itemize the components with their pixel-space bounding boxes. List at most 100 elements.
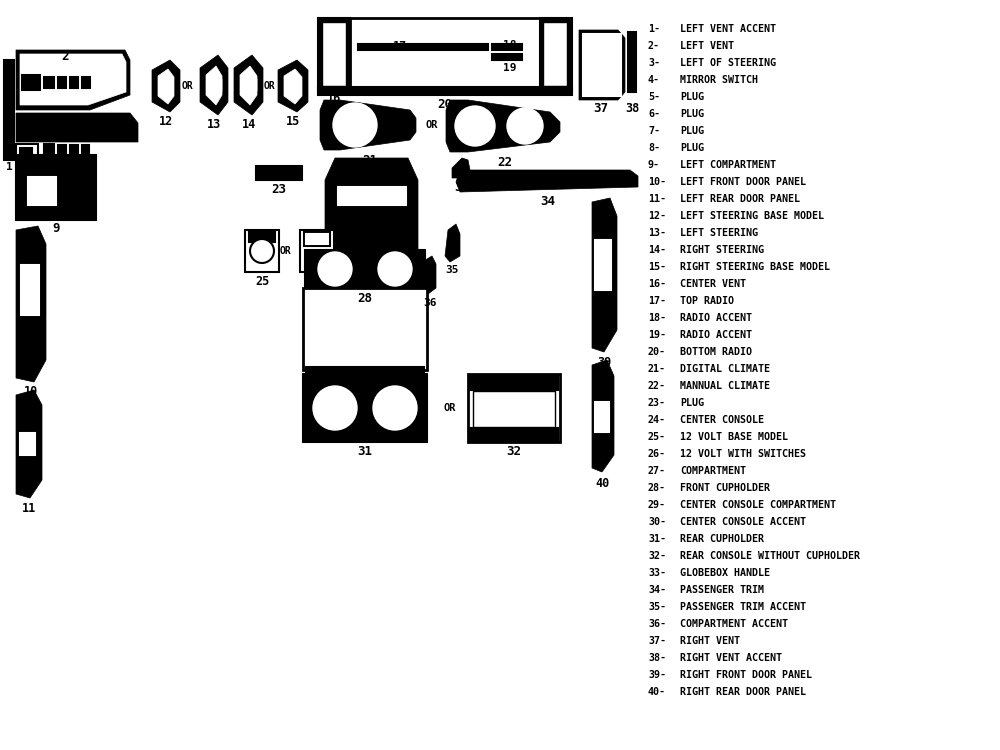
- Text: 25: 25: [255, 275, 269, 288]
- Text: 1-: 1-: [648, 24, 660, 34]
- Bar: [540, 18, 572, 90]
- Polygon shape: [152, 60, 180, 112]
- Text: CENTER CONSOLE COMPARTMENT: CENTER CONSOLE COMPARTMENT: [680, 500, 836, 510]
- Text: 6-: 6-: [648, 109, 660, 119]
- Polygon shape: [16, 390, 42, 498]
- Text: 36: 36: [423, 298, 437, 308]
- Bar: [338, 187, 406, 205]
- Text: 30-: 30-: [648, 517, 666, 527]
- Text: 13-: 13-: [648, 228, 666, 238]
- Text: 18-: 18-: [648, 313, 666, 323]
- Bar: [300, 230, 334, 272]
- Text: 12: 12: [159, 115, 173, 128]
- Text: COMPARTMENT ACCENT: COMPARTMENT ACCENT: [680, 619, 788, 629]
- Text: MANNUAL CLIMATE: MANNUAL CLIMATE: [680, 381, 770, 391]
- Text: 7-: 7-: [648, 126, 660, 136]
- Text: 4-: 4-: [648, 75, 660, 85]
- Bar: [543, 22, 567, 86]
- Text: 24-: 24-: [648, 415, 666, 425]
- Text: 29-: 29-: [648, 500, 666, 510]
- Polygon shape: [16, 226, 46, 382]
- Text: 29: 29: [358, 372, 372, 385]
- Bar: [16, 144, 38, 160]
- Bar: [21, 265, 39, 315]
- Text: 30: 30: [358, 380, 372, 393]
- Text: PLUG: PLUG: [680, 109, 704, 119]
- Text: 26-: 26-: [648, 449, 666, 459]
- Polygon shape: [452, 158, 470, 178]
- Text: CENTER CONSOLE ACCENT: CENTER CONSOLE ACCENT: [680, 517, 806, 527]
- Text: 11-: 11-: [648, 194, 666, 204]
- Bar: [303, 288, 427, 370]
- Text: 20: 20: [438, 98, 452, 111]
- Text: LEFT COMPARTMENT: LEFT COMPARTMENT: [680, 160, 776, 170]
- Text: RADIO ACCENT: RADIO ACCENT: [680, 313, 752, 323]
- Circle shape: [373, 386, 417, 430]
- Bar: [318, 234, 328, 244]
- Bar: [82, 145, 89, 155]
- Text: 32-: 32-: [648, 551, 666, 561]
- Text: 22: 22: [498, 156, 512, 169]
- Text: 17-: 17-: [648, 296, 666, 306]
- Polygon shape: [16, 113, 138, 142]
- Text: RIGHT FRONT DOOR PANEL: RIGHT FRONT DOOR PANEL: [680, 670, 812, 680]
- Text: LEFT VENT: LEFT VENT: [680, 41, 734, 51]
- Text: 2-: 2-: [648, 41, 660, 51]
- Text: 17: 17: [393, 40, 407, 53]
- Polygon shape: [200, 55, 228, 115]
- Polygon shape: [579, 30, 625, 100]
- Bar: [22, 75, 40, 90]
- Text: 35-: 35-: [648, 602, 666, 612]
- Text: FRONT CUPHOLDER: FRONT CUPHOLDER: [680, 483, 770, 493]
- Text: 37: 37: [594, 102, 608, 115]
- Text: 24: 24: [364, 272, 380, 285]
- Text: 31-: 31-: [648, 534, 666, 544]
- Bar: [245, 230, 279, 272]
- Bar: [583, 34, 621, 96]
- Polygon shape: [244, 73, 257, 97]
- Text: 33: 33: [454, 181, 468, 194]
- Bar: [470, 376, 558, 390]
- Text: 15: 15: [286, 115, 300, 128]
- Bar: [304, 232, 330, 246]
- Text: REAR CUPHOLDER: REAR CUPHOLDER: [680, 534, 764, 544]
- Text: CENTER VENT: CENTER VENT: [680, 279, 746, 289]
- Text: COMPARTMENT: COMPARTMENT: [680, 466, 746, 476]
- Circle shape: [250, 239, 274, 263]
- Text: 12-: 12-: [648, 211, 666, 221]
- Bar: [322, 22, 346, 86]
- Text: 36-: 36-: [648, 619, 666, 629]
- Polygon shape: [592, 198, 617, 352]
- Bar: [28, 177, 56, 205]
- Bar: [256, 166, 302, 180]
- Text: 9-: 9-: [648, 160, 660, 170]
- Text: 14: 14: [242, 118, 256, 131]
- Text: 9: 9: [52, 222, 60, 235]
- Bar: [595, 240, 611, 290]
- Text: 21: 21: [362, 154, 378, 167]
- Text: PLUG: PLUG: [680, 126, 704, 136]
- Bar: [306, 367, 424, 377]
- Text: 31: 31: [358, 445, 372, 458]
- Text: 19: 19: [503, 63, 517, 73]
- Bar: [70, 145, 78, 155]
- Polygon shape: [320, 100, 416, 150]
- Bar: [628, 32, 636, 92]
- Text: 3-: 3-: [648, 58, 660, 68]
- Text: 33-: 33-: [648, 568, 666, 578]
- Polygon shape: [234, 55, 263, 115]
- Text: 39-: 39-: [648, 670, 666, 680]
- Text: LEFT VENT ACCENT: LEFT VENT ACCENT: [680, 24, 776, 34]
- Text: 23: 23: [272, 183, 287, 196]
- Text: 22-: 22-: [648, 381, 666, 391]
- Text: 4: 4: [24, 161, 30, 171]
- Text: RIGHT STEERING: RIGHT STEERING: [680, 245, 764, 255]
- Bar: [58, 77, 66, 88]
- Text: 40: 40: [596, 477, 610, 490]
- Text: CENTER CONSOLE: CENTER CONSOLE: [680, 415, 764, 425]
- Bar: [4, 60, 14, 160]
- Bar: [492, 54, 522, 60]
- Text: DIGITAL CLIMATE: DIGITAL CLIMATE: [680, 364, 770, 374]
- Bar: [306, 234, 316, 244]
- Bar: [82, 77, 90, 88]
